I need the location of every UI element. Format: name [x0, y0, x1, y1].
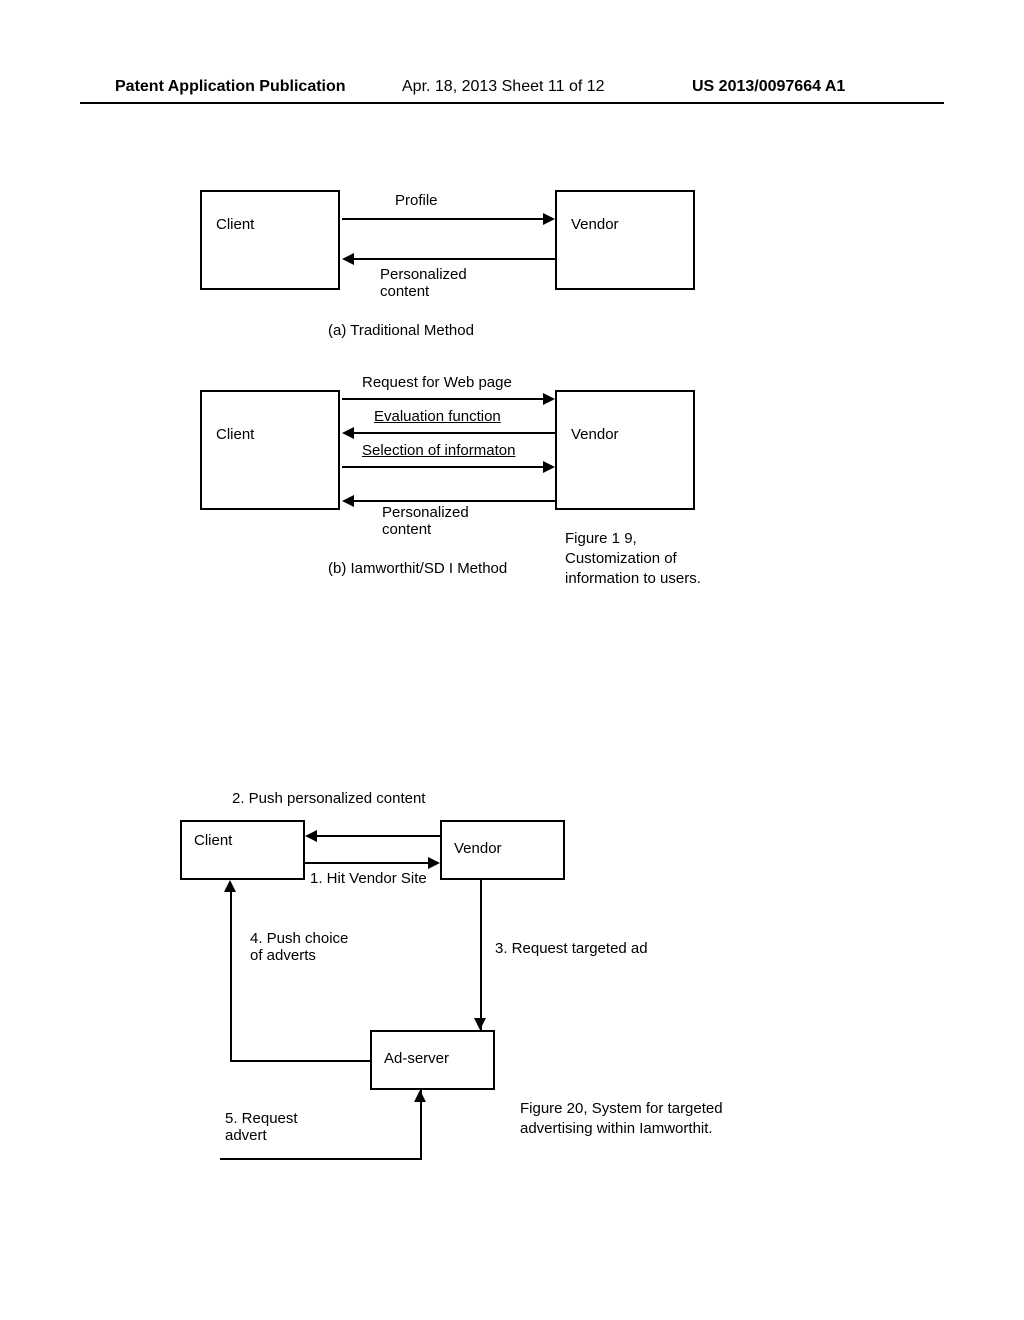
- fig19a-arrow-pc-head: [342, 253, 354, 265]
- fig20-vendor-label: Vendor: [454, 840, 502, 857]
- fig19a-pc-label: Personalized content: [380, 266, 467, 300]
- header-left: Patent Application Publication: [115, 78, 346, 96]
- fig19b-l4-line: [354, 500, 555, 502]
- fig20-l4-vline: [230, 892, 232, 1062]
- fig19b-l4-head: [342, 495, 354, 507]
- fig20-adserver-label: Ad-server: [384, 1050, 449, 1067]
- fig19a-arrow-profile-head: [543, 213, 555, 225]
- fig20-l5-head: [414, 1090, 426, 1102]
- fig20-l5-hline: [220, 1158, 422, 1160]
- fig19b-l3-head: [543, 461, 555, 473]
- fig20-l3-label: 3. Request targeted ad: [495, 940, 648, 957]
- fig20-l5-label: 5. Request advert: [225, 1110, 298, 1144]
- fig20-l4-hline: [230, 1060, 370, 1062]
- fig19b-client-label: Client: [216, 426, 254, 443]
- fig19a-client-box: Client: [200, 190, 340, 290]
- fig20-client-label: Client: [194, 832, 232, 849]
- fig19a-profile-label: Profile: [395, 192, 438, 209]
- fig20-l2-head: [305, 830, 317, 842]
- fig19b-l3-label: Selection of informaton: [362, 442, 515, 459]
- fig19b-l1-line: [342, 398, 543, 400]
- fig20-l1-head: [428, 857, 440, 869]
- fig19-caption-line3: information to users.: [565, 570, 701, 587]
- fig19b-l2-label: Evaluation function: [374, 408, 501, 425]
- header-right: US 2013/0097664 A1: [692, 78, 845, 96]
- fig20-l2-label: 2. Push personalized content: [232, 790, 425, 807]
- fig19b-client-box: Client: [200, 390, 340, 510]
- fig20-l3-line: [480, 880, 482, 1030]
- fig19-caption-line2: Customization of: [565, 550, 677, 567]
- fig19a-caption: (a) Traditional Method: [328, 322, 474, 339]
- fig20-caption-line1: Figure 20, System for targeted: [520, 1100, 723, 1117]
- fig20-l2-line: [317, 835, 440, 837]
- fig19b-l3-line: [342, 466, 543, 468]
- fig19-caption-line1: Figure 1 9,: [565, 530, 637, 547]
- fig20-client-box: Client: [180, 820, 305, 880]
- fig19a-vendor-box: Vendor: [555, 190, 695, 290]
- fig19a-arrow-profile: [342, 218, 543, 220]
- fig19b-caption: (b) Iamworthit/SD I Method: [328, 560, 507, 577]
- page: Patent Application Publication Apr. 18, …: [0, 0, 1024, 1320]
- fig20-l3-head: [474, 1018, 486, 1030]
- fig20-vendor-box: Vendor: [440, 820, 565, 880]
- fig20-caption-line2: advertising within Iamworthit.: [520, 1120, 713, 1137]
- fig20-l1-line: [305, 862, 428, 864]
- header-rule: [80, 102, 944, 104]
- fig19b-l1-label: Request for Web page: [362, 374, 512, 391]
- fig19a-vendor-label: Vendor: [571, 216, 619, 233]
- fig20-adserver-box: Ad-server: [370, 1030, 495, 1090]
- fig19a-client-label: Client: [216, 216, 254, 233]
- fig19b-l4-label: Personalized content: [382, 504, 469, 538]
- fig20-l1-label: 1. Hit Vendor Site: [310, 870, 427, 887]
- fig19b-vendor-label: Vendor: [571, 426, 619, 443]
- fig20-l4-head: [224, 880, 236, 892]
- fig19b-l1-head: [543, 393, 555, 405]
- header-mid: Apr. 18, 2013 Sheet 11 of 12: [402, 78, 605, 96]
- fig19b-l2-line: [354, 432, 555, 434]
- fig19a-arrow-pc: [354, 258, 555, 260]
- fig19b-l2-head: [342, 427, 354, 439]
- fig20-l4-label: 4. Push choice of adverts: [250, 930, 348, 964]
- fig19b-vendor-box: Vendor: [555, 390, 695, 510]
